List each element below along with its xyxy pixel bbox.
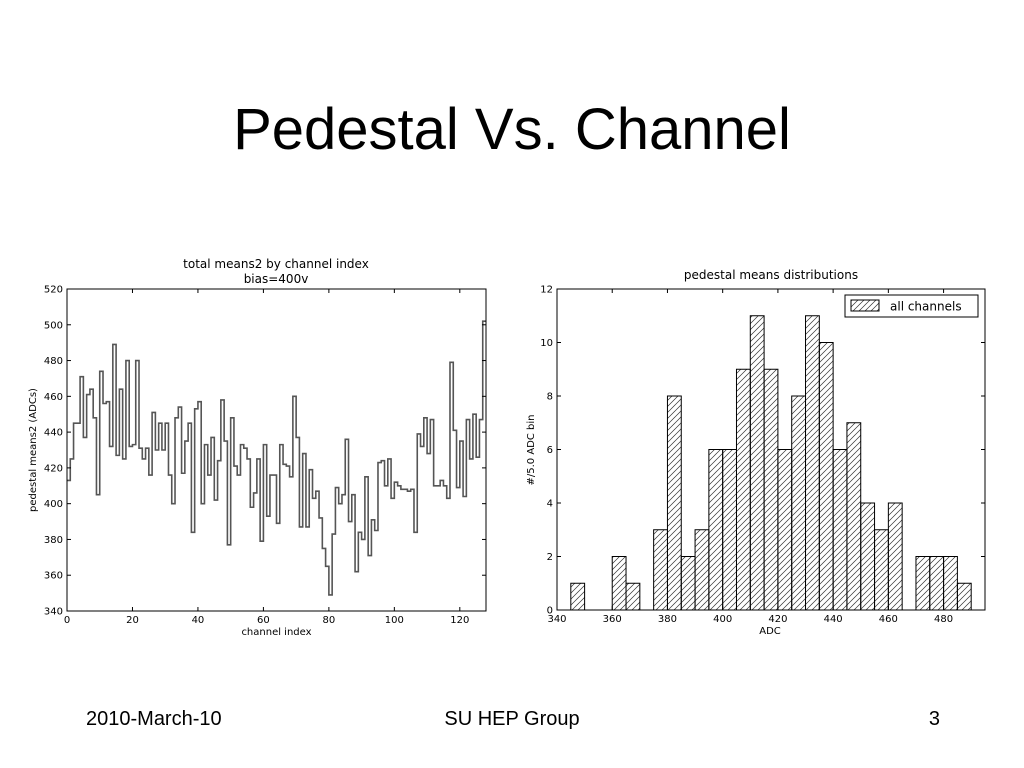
chart2-x-tick-label: 420 [768,614,787,625]
chart1-y-tick-label: 500 [44,320,63,331]
chart1-y-tick-label: 440 [44,428,63,439]
chart1-y-tick-label: 380 [44,535,63,546]
chart1-x-tick-label: 0 [64,615,70,626]
chart2-histogram-bar [874,529,889,611]
chart2-histogram-bar [708,449,724,611]
chart2-y-tick-label: 4 [547,499,553,510]
footer-group: SU HEP Group [444,708,580,730]
chart1-x-tick-label: 120 [450,615,469,626]
chart1-y-tick-label: 400 [44,499,63,510]
chart2-histogram-bar [832,449,848,611]
chart1-x-tick-label: 100 [385,615,404,626]
chart2-x-tick-label: 380 [658,614,677,625]
chart2-histogram-bar [680,556,696,611]
chart2-y-tick-label: 2 [547,552,553,563]
slide-title: Pedestal Vs. Channel [233,97,791,162]
chart1-x-tick-label: 40 [192,615,205,626]
chart1-x-tick-label: 20 [126,615,139,626]
chart2-y-tick-label: 8 [547,392,553,403]
chart2-histogram-bar [915,556,931,611]
chart2-y-tick-label: 0 [547,606,553,617]
chart2-histogram-bar [818,342,834,611]
chart2-histogram-bar [777,449,793,611]
chart1-title: total means2 by channel index [183,257,369,271]
chart2-y-tick-label: 6 [547,445,553,456]
chart2-legend: all channels [844,294,979,318]
chart1-y-axis-label: pedestal means2 (ADCs) [28,388,39,512]
chart2-histogram-bar [749,315,765,611]
chart1-y-tick-label: 520 [44,285,63,296]
chart2-histogram-bar [860,502,876,611]
chart1-y-tick-label: 420 [44,463,63,474]
chart2-y-tick-label: 10 [540,338,553,349]
chart2-y-tick-label: 12 [540,285,553,296]
chart2-x-tick-label: 460 [879,614,898,625]
chart1-plot-frame [66,288,487,612]
chart2-histogram-bar [956,582,972,611]
chart1-y-tick-label: 480 [44,356,63,367]
chart1-y-tick-label: 360 [44,571,63,582]
chart2-histogram-bar [694,529,710,611]
chart2-histogram-bar [805,315,820,611]
chart2-histogram-bar [625,582,641,611]
chart2-histogram-bar [846,422,862,611]
chart2-x-tick-label: 360 [603,614,622,625]
chart2-title: pedestal means distributions [684,268,858,282]
footer-date: 2010-March-10 [86,708,222,730]
chart1-series-line [67,320,486,596]
chart2-histogram-bar [722,449,737,611]
chart1-x-tick-label: 80 [323,615,336,626]
chart2-x-tick-label: 480 [934,614,953,625]
chart2-histogram-bar [791,395,807,611]
chart2-histogram-bar [943,556,958,611]
chart2-x-tick-label: 400 [713,614,732,625]
chart2-legend-label: all channels [890,300,962,314]
chart1-y-tick-label: 340 [44,607,63,618]
chart2-histogram-bar [666,395,682,611]
chart1-subtitle: bias=400v [244,272,309,286]
chart2-histogram-bar [887,502,903,611]
chart2-x-axis-label: ADC [759,626,781,637]
chart1-y-tick-label: 460 [44,392,63,403]
chart2-histogram-bar [570,582,586,611]
chart2-histogram-bar [763,368,779,611]
footer-page-number: 3 [928,708,940,730]
chart1-x-tick-label: 60 [257,615,270,626]
chart2-x-tick-label: 440 [824,614,843,625]
chart2-legend-swatch [850,299,880,312]
chart2-histogram-bar [611,556,627,611]
chart2-y-axis-label: #/5.0 ADC bin [526,415,537,486]
chart2-histogram-bar [653,529,668,611]
chart1-x-axis-label: channel index [241,627,311,638]
chart2-histogram-bar [735,368,751,611]
chart2-x-tick-label: 340 [547,614,566,625]
chart2-histogram-bar [929,556,945,611]
